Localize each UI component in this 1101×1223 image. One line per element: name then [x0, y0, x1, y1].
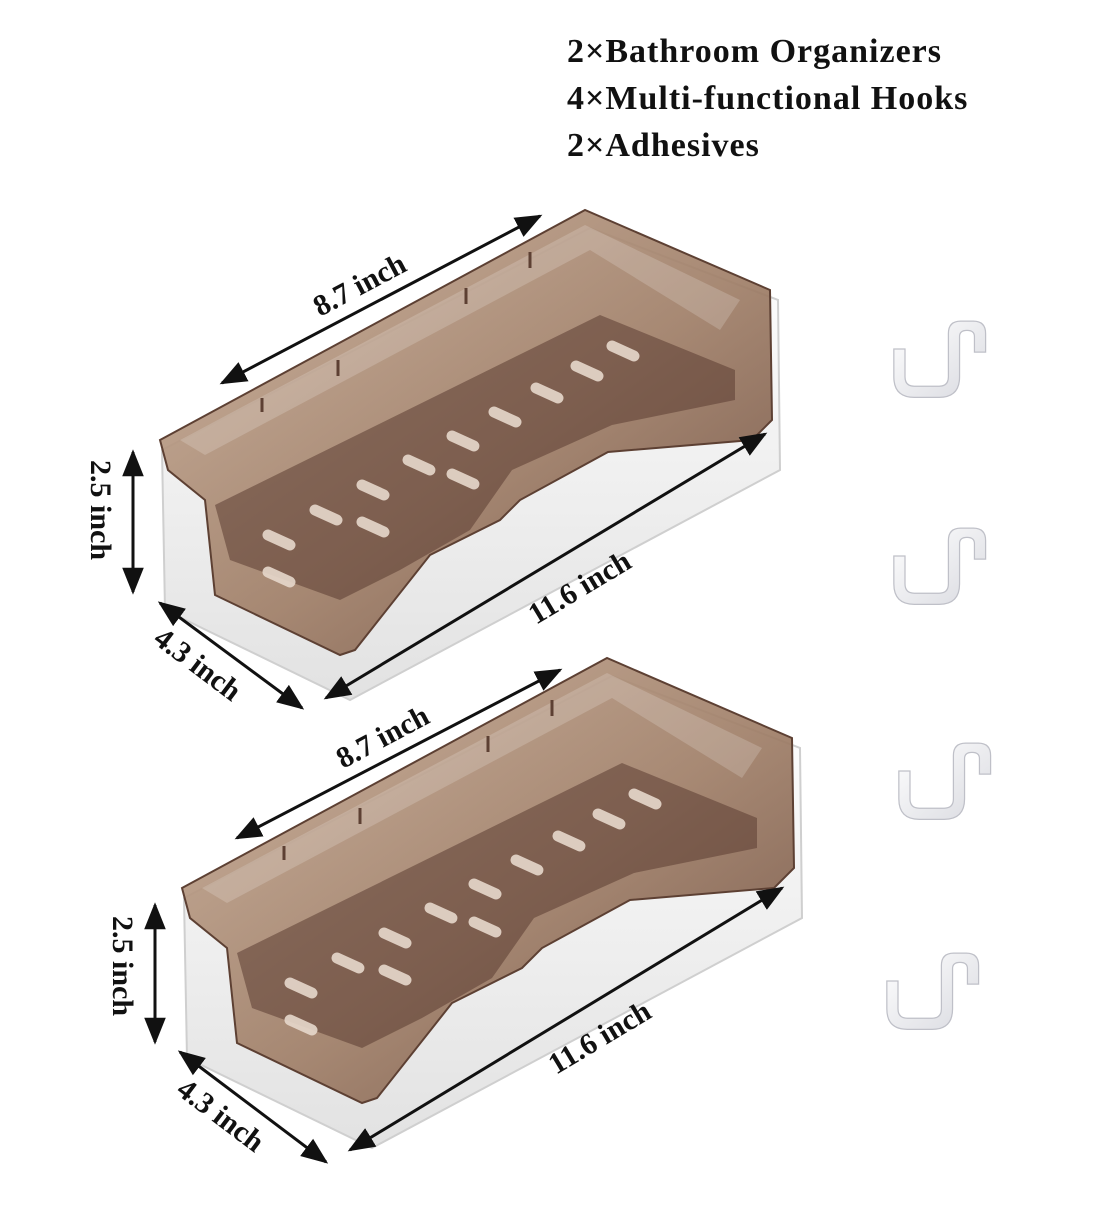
hook-4	[887, 953, 979, 1029]
hook-2	[894, 528, 986, 604]
organizer-top	[160, 210, 780, 700]
organizer-bottom	[182, 658, 802, 1148]
hook-1	[894, 321, 986, 397]
hook-3	[899, 743, 991, 819]
height-label-bottom: 2.5 inch	[106, 916, 139, 1016]
height-label-top: 2.5 inch	[84, 460, 117, 560]
